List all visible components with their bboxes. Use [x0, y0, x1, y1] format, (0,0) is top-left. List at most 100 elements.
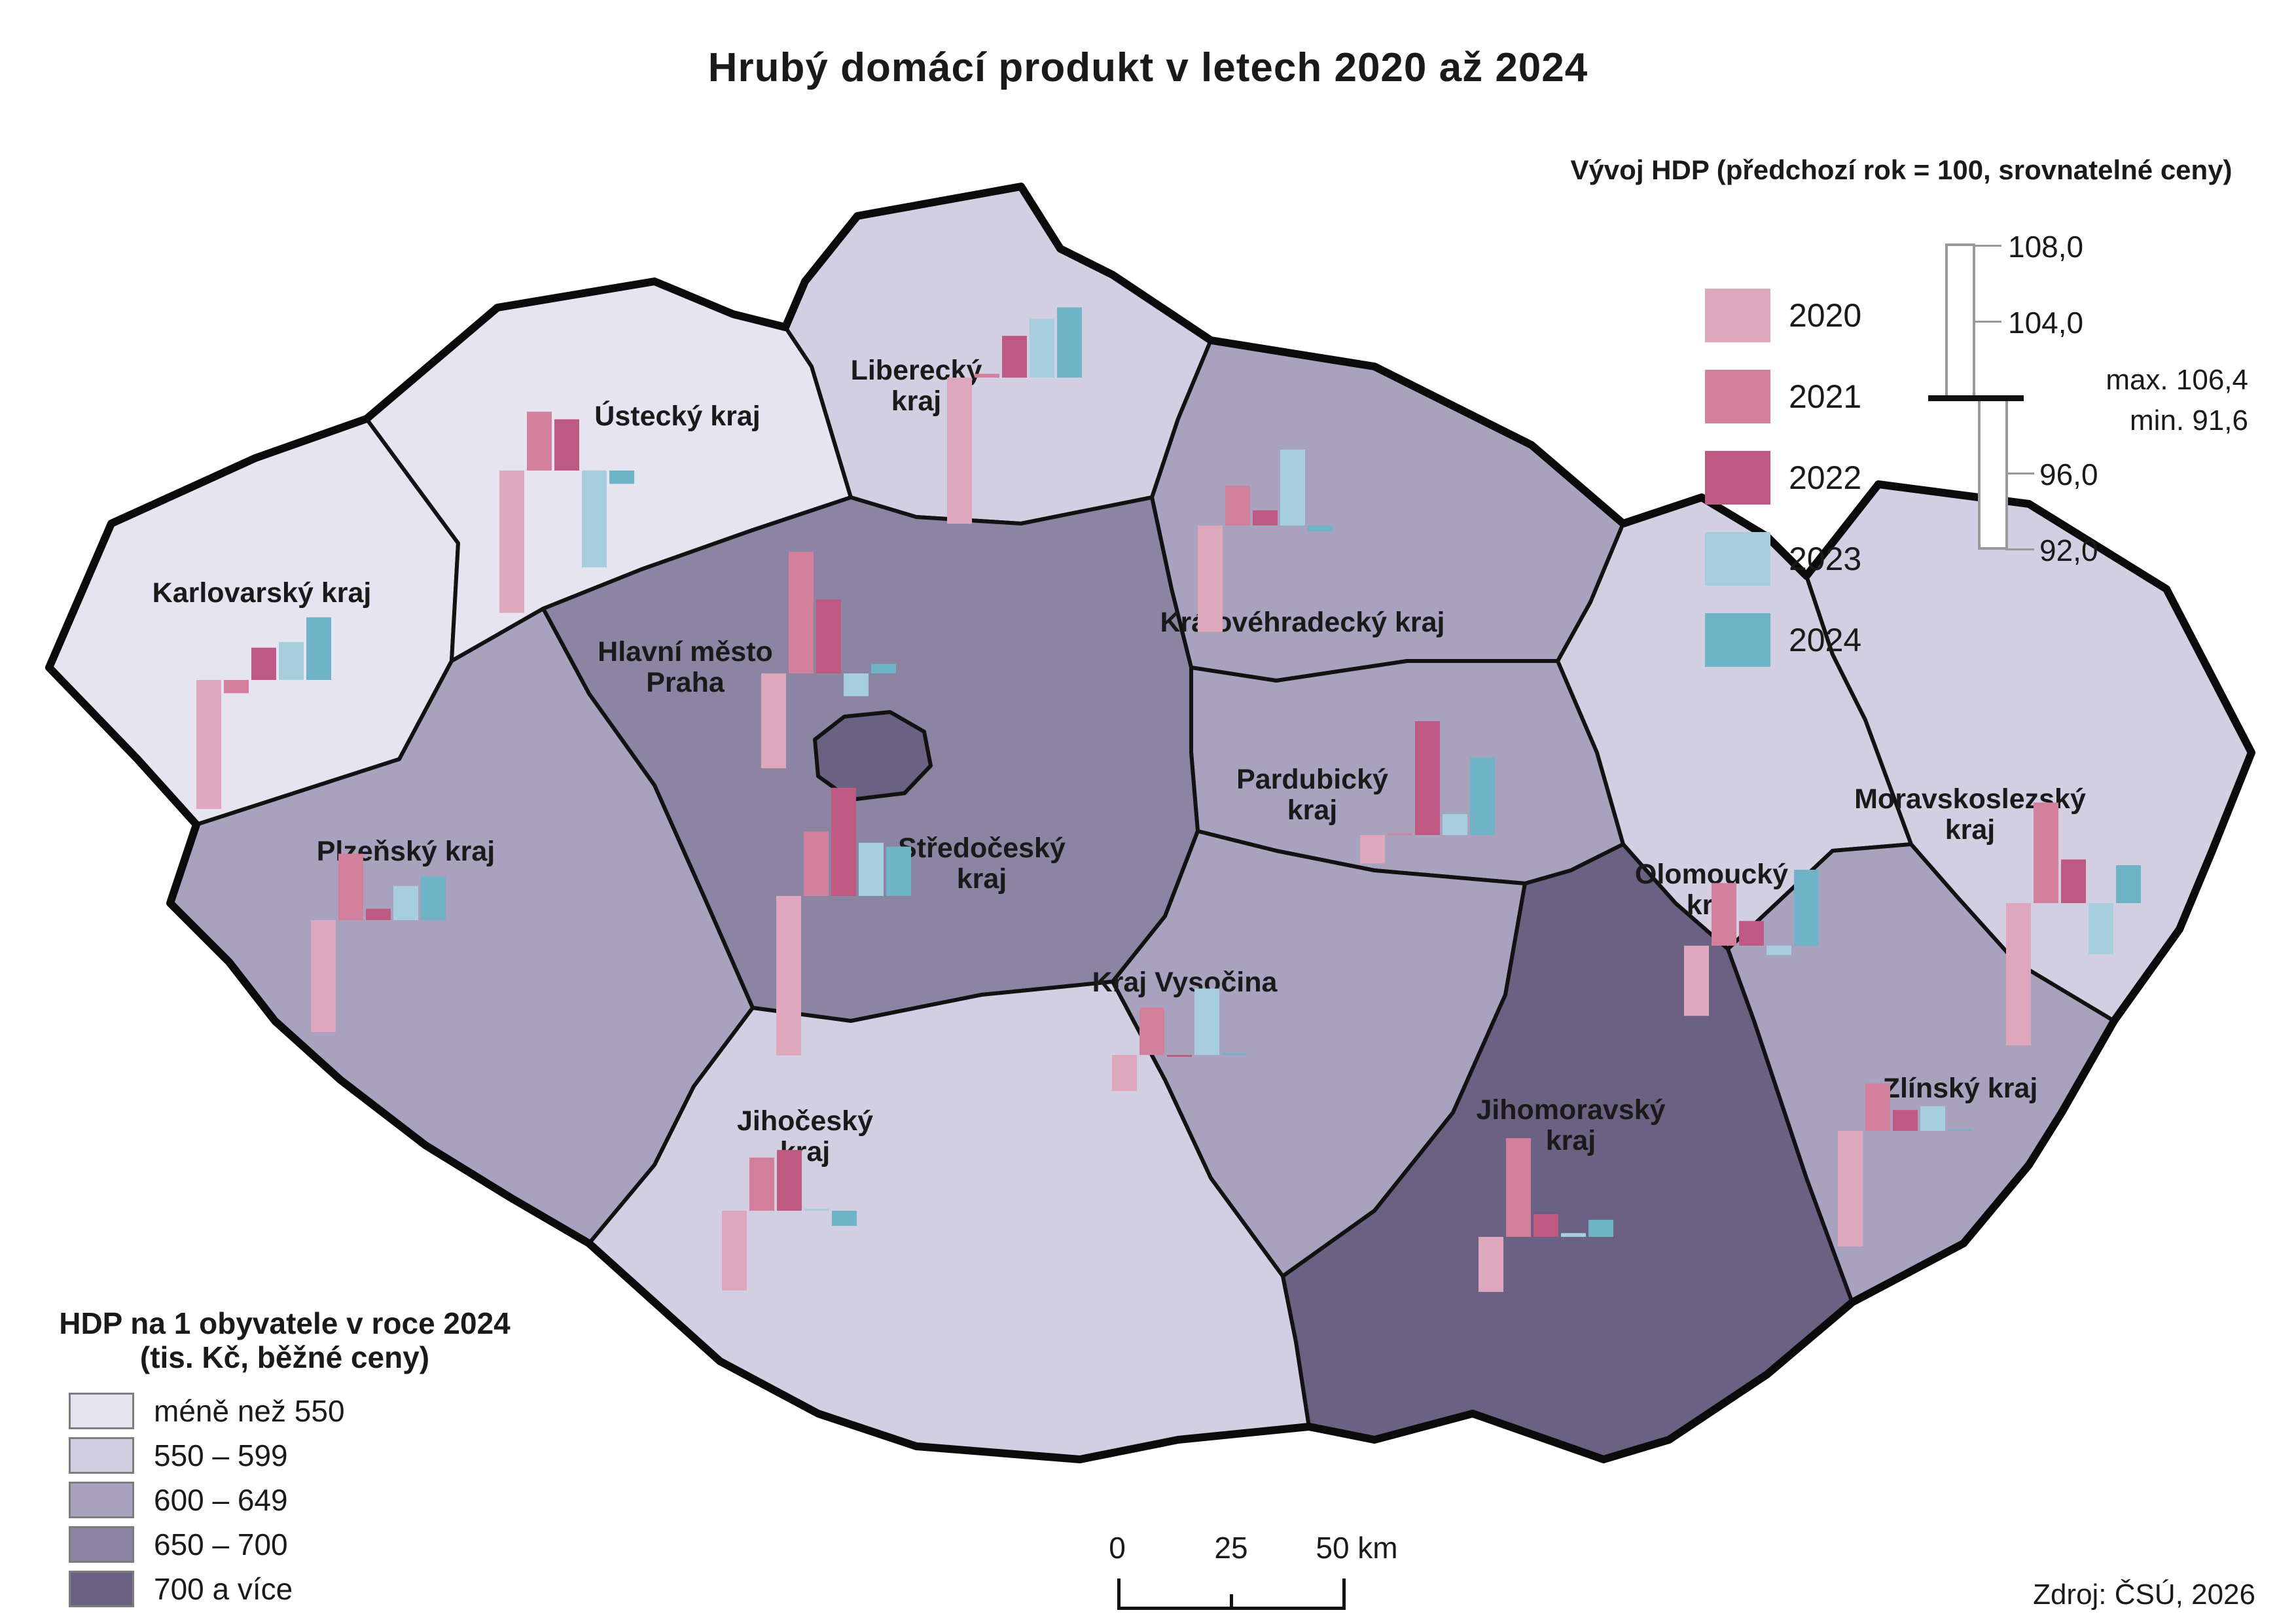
region-label-vysocina: Kraj Vysočina — [1092, 967, 1278, 998]
karlovarsky-bar-2021 — [224, 680, 249, 694]
zlinsky-bar-2024 — [1948, 1129, 1973, 1131]
zlinsky-bar-2023 — [1920, 1106, 1945, 1131]
stredocesky-bar-2022 — [831, 787, 856, 896]
region-praha — [813, 710, 933, 802]
praha-bar-2020 — [761, 673, 786, 768]
tick-label-104: 104,0 — [2008, 306, 2084, 340]
pardubicky-bar-2022 — [1415, 721, 1440, 835]
year-label: 2024 — [1789, 622, 1862, 658]
region-label-zlinsky: Zlínský kraj — [1883, 1073, 2038, 1104]
tick-label-96: 96,0 — [2039, 457, 2098, 491]
class-swatch — [69, 1393, 134, 1429]
karlovarsky-bar-2020 — [196, 680, 221, 810]
liberecky-bar-2021 — [975, 374, 999, 378]
map-legend-title-line2: (tis. Kč, běžné ceny) — [139, 1340, 430, 1374]
legend-class-row: 550 – 599 — [69, 1437, 288, 1474]
liberecky-bar-2020 — [947, 378, 972, 524]
region-label-stredocesky: kraj — [957, 863, 1007, 895]
class-swatch — [69, 1437, 134, 1474]
stredocesky-bar-2021 — [804, 831, 829, 896]
ustecky-bar-2021 — [527, 412, 552, 471]
page-title: Hrubý domácí produkt v letech 2020 až 20… — [708, 45, 1588, 90]
legend-year-row: 2022 — [1705, 451, 1861, 505]
kralovehradecky-bar-2021 — [1225, 486, 1250, 526]
region-label-pardubicky: kraj — [1287, 794, 1338, 826]
year-swatch — [1705, 289, 1770, 342]
class-swatch — [69, 1482, 134, 1518]
stredocesky-bar-2020 — [776, 896, 801, 1056]
scalebar-label-25: 25 — [1214, 1531, 1248, 1565]
olomoucky-bar-2021 — [1712, 883, 1736, 946]
class-label: 650 – 700 — [154, 1527, 288, 1561]
region-label-karlovarsky: Karlovarský kraj — [152, 577, 372, 609]
ustecky-bar-2023 — [582, 471, 607, 567]
region-liberecky — [783, 185, 1213, 526]
year-label: 2020 — [1789, 297, 1862, 334]
moravskoslezsky-bar-2021 — [2034, 802, 2058, 903]
liberecky-bar-2024 — [1057, 307, 1082, 378]
scale-baseline-100 — [1928, 395, 2024, 401]
moravskoslezsky-bar-2022 — [2061, 859, 2086, 903]
source-label: Zdroj: ČSÚ, 2026 — [2033, 1578, 2255, 1611]
praha-bar-2022 — [816, 599, 841, 673]
max-value-label: max. 106,4 — [2106, 364, 2248, 396]
jihocesky-bar-2021 — [749, 1157, 774, 1211]
class-label: 550 – 599 — [154, 1438, 288, 1472]
scalebar-tick-right — [1342, 1578, 1346, 1610]
plzensky-bar-2023 — [393, 885, 418, 920]
tick-96 — [2005, 473, 2034, 474]
region-label-ustecky: Ústecký kraj — [594, 400, 760, 432]
plzensky-bar-2024 — [421, 876, 446, 920]
praha-bar-2023 — [844, 673, 869, 696]
chart-legend-title: Vývoj HDP (předchozí rok = 100, srovnate… — [1570, 154, 2233, 185]
scalebar-label-50km: 50 km — [1316, 1531, 1398, 1565]
legend-class-row: 650 – 700 — [69, 1526, 288, 1563]
region-label-praha: Hlavní město — [598, 636, 773, 668]
region-label-jihomoravsky: Jihomoravský — [1476, 1094, 1665, 1126]
zlinsky-bar-2021 — [1865, 1083, 1890, 1131]
pardubicky-bar-2021 — [1388, 833, 1412, 835]
karlovarsky-bar-2023 — [279, 642, 304, 680]
zlinsky-bar-2020 — [1838, 1131, 1863, 1247]
scale-example-bar-above — [1945, 243, 1975, 398]
vysocina-bar-2022 — [1167, 1055, 1192, 1057]
legend-year-row: 2023 — [1705, 532, 1861, 586]
praha-bar-2024 — [871, 664, 896, 673]
vysocina-bar-2024 — [1222, 1053, 1247, 1055]
region-label-praha: Praha — [646, 667, 725, 698]
map-legend-title-line1: HDP na 1 obyvatele v roce 2024 — [59, 1306, 511, 1340]
class-label: méně než 550 — [154, 1394, 345, 1428]
legend-year-row: 2021 — [1705, 370, 1861, 423]
jihocesky-bar-2023 — [804, 1209, 829, 1211]
scalebar-label-0: 0 — [1109, 1531, 1126, 1565]
year-label: 2021 — [1789, 378, 1862, 415]
country-outline — [45, 183, 2255, 1463]
class-label: 600 – 649 — [154, 1483, 288, 1517]
scalebar-tick-mid — [1230, 1594, 1233, 1610]
plzensky-bar-2020 — [311, 920, 336, 1033]
year-swatch — [1705, 613, 1770, 667]
moravskoslezsky-bar-2023 — [2089, 903, 2113, 955]
pardubicky-bar-2020 — [1360, 835, 1385, 864]
jihomoravsky-bar-2021 — [1506, 1138, 1531, 1237]
tick-108 — [1973, 245, 2001, 247]
region-label-jihocesky: Jihočeský — [737, 1105, 873, 1137]
olomoucky-bar-2022 — [1739, 921, 1764, 946]
region-label-pardubicky: Pardubický — [1236, 764, 1388, 795]
vysocina-bar-2020 — [1112, 1055, 1137, 1092]
class-label: 700 a více — [154, 1572, 293, 1606]
scalebar-tick-left — [1117, 1578, 1121, 1610]
year-label: 2022 — [1789, 459, 1862, 496]
tick-92 — [2005, 548, 2034, 550]
legend-class-row: 600 – 649 — [69, 1482, 288, 1518]
region-label-liberecky: kraj — [891, 385, 942, 417]
liberecky-bar-2023 — [1030, 319, 1054, 378]
karlovarsky-bar-2024 — [306, 617, 331, 680]
moravskoslezsky-bar-2020 — [2006, 903, 2031, 1046]
kralovehradecky-bar-2024 — [1308, 526, 1333, 531]
scalebar-line — [1117, 1607, 1346, 1610]
olomoucky-bar-2020 — [1684, 946, 1709, 1016]
year-swatch — [1705, 451, 1770, 505]
year-swatch — [1705, 370, 1770, 423]
